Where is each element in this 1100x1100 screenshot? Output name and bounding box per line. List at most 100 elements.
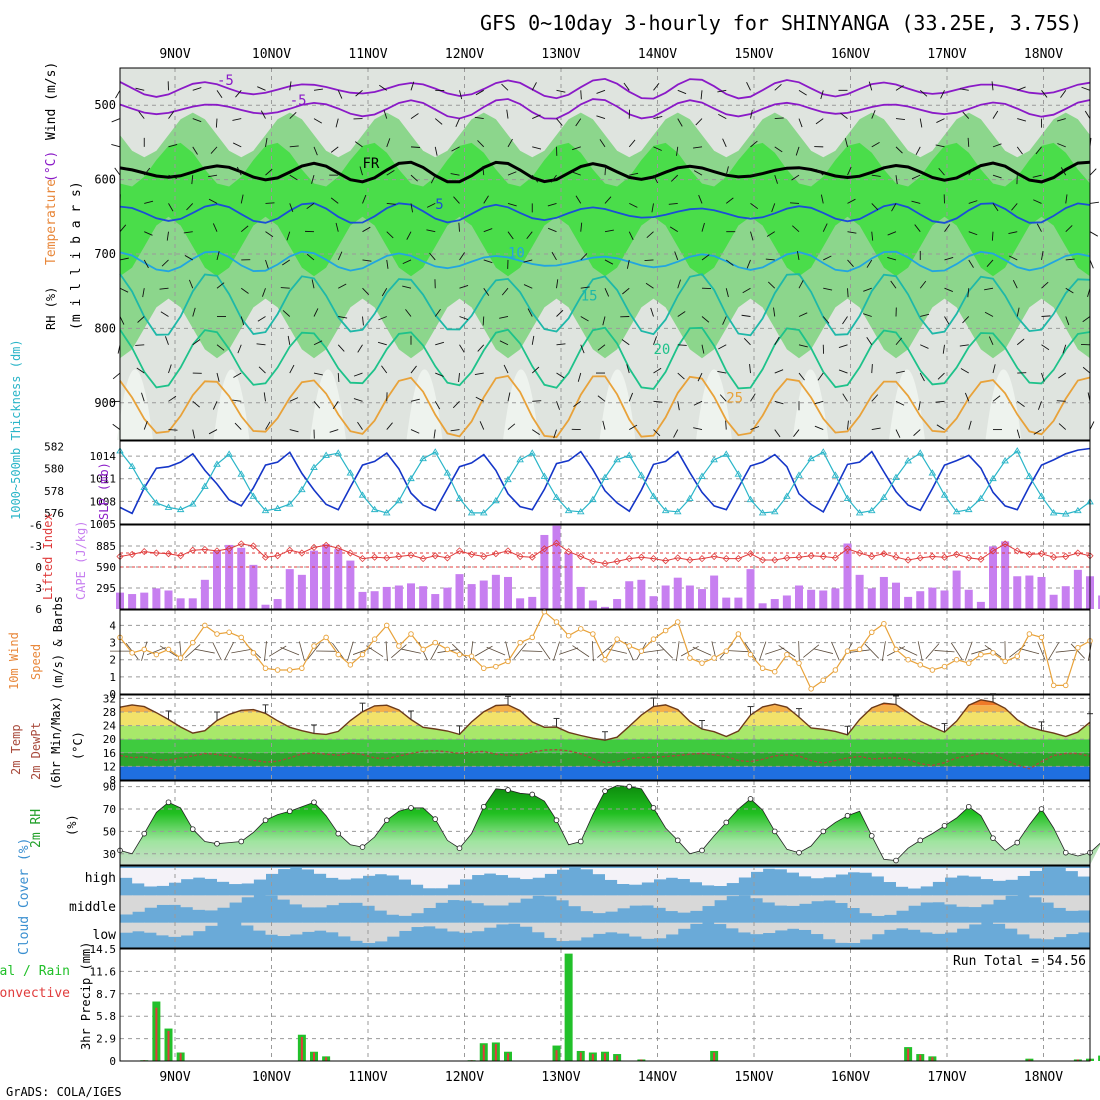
li-point bbox=[819, 552, 827, 561]
wind-barb bbox=[653, 82, 660, 91]
wind-barb bbox=[650, 307, 654, 317]
cape-bar bbox=[1098, 595, 1100, 609]
wind-barb bbox=[313, 146, 318, 156]
cloud-gap-cell bbox=[932, 868, 945, 882]
wind-barb bbox=[556, 401, 561, 410]
rh-tick: 90 bbox=[103, 781, 116, 794]
wind-barb bbox=[458, 372, 460, 383]
wind-barb bbox=[261, 288, 266, 297]
cloud-gap-cell bbox=[580, 922, 594, 938]
wind-speed-point bbox=[505, 658, 511, 665]
wind-barb bbox=[1012, 279, 1018, 289]
wind-barb bbox=[701, 316, 710, 323]
rh-point bbox=[165, 799, 172, 806]
temp-axis-label: 2m Temp bbox=[9, 724, 23, 775]
wind-barb bbox=[362, 316, 364, 326]
cloud-gap-cell bbox=[714, 868, 727, 886]
wind-barb bbox=[1065, 194, 1068, 204]
wind-speed-point bbox=[517, 639, 523, 646]
surface-wind-barb bbox=[352, 647, 373, 655]
cloud-gap-cell bbox=[738, 922, 751, 933]
thickness-point bbox=[637, 471, 646, 478]
cloud-gap-cell bbox=[847, 922, 861, 943]
rh-point bbox=[577, 838, 584, 845]
thickness-point bbox=[977, 494, 985, 501]
wind-barb bbox=[1089, 421, 1095, 430]
wind-barb bbox=[311, 279, 315, 289]
li-point bbox=[722, 555, 730, 563]
cloud-gap-cell bbox=[799, 895, 812, 904]
wind-barb bbox=[960, 368, 969, 374]
wind-axis-label: 10m Wind bbox=[7, 632, 21, 690]
cloud-gap-cell bbox=[641, 868, 654, 883]
li-point bbox=[771, 556, 779, 564]
wind-barb bbox=[143, 259, 149, 269]
wind-barb bbox=[596, 89, 606, 94]
rh-point bbox=[723, 819, 730, 826]
wind-barb bbox=[1065, 225, 1073, 233]
wind-barb bbox=[547, 227, 557, 233]
li-point bbox=[371, 553, 379, 561]
rh-point bbox=[189, 826, 196, 832]
wind-barb bbox=[168, 395, 177, 402]
wind-barb bbox=[459, 252, 465, 261]
thickness-point bbox=[613, 455, 621, 463]
wind-barb bbox=[501, 83, 509, 91]
wind-barb bbox=[450, 429, 460, 432]
li-point bbox=[686, 556, 694, 564]
thickness-point bbox=[952, 507, 961, 515]
wind-barb bbox=[357, 421, 363, 430]
wind-speed-point bbox=[468, 653, 475, 660]
rh-point bbox=[868, 833, 875, 839]
cloud-gap-cell bbox=[944, 868, 958, 878]
wind-speed-point bbox=[347, 662, 354, 668]
surface-wind-barb bbox=[1070, 643, 1085, 659]
wind-barb bbox=[507, 392, 511, 402]
li-point bbox=[1074, 549, 1082, 557]
cloud-gap-cell bbox=[1041, 922, 1055, 940]
li-point bbox=[589, 557, 597, 565]
wind-barb bbox=[677, 401, 680, 411]
wind-barb bbox=[386, 202, 396, 205]
wind-barb bbox=[572, 146, 581, 151]
precip-panel: 0 2.9 5.8 8.7 11.6 14.5 Run Total = 54.56 Total… bbox=[0, 942, 1100, 1068]
cape-bar bbox=[1037, 576, 1046, 609]
wind-barb bbox=[1041, 251, 1044, 261]
wind-barb bbox=[256, 343, 266, 346]
wind-barb bbox=[719, 394, 727, 402]
cloud-gap-cell bbox=[435, 868, 448, 889]
wind-barb bbox=[842, 393, 848, 402]
cloud-gap-cell bbox=[483, 895, 497, 906]
wind-barb bbox=[240, 287, 249, 294]
cape-bar bbox=[710, 575, 719, 609]
wind-barb bbox=[717, 371, 727, 374]
li-point bbox=[746, 550, 755, 558]
cloud-gap-cell bbox=[1065, 895, 1079, 911]
wind-barb bbox=[208, 198, 218, 204]
wind-barb bbox=[410, 146, 421, 148]
wind-barb bbox=[527, 308, 533, 317]
wind-barb bbox=[750, 231, 754, 241]
dry-layer bbox=[985, 369, 1022, 440]
wind-barb bbox=[746, 259, 751, 269]
wind-barb bbox=[750, 203, 759, 210]
cape-bar bbox=[285, 569, 294, 609]
wind-barb bbox=[191, 175, 194, 185]
li-point bbox=[213, 547, 221, 555]
wind-barb bbox=[988, 336, 994, 345]
li-point bbox=[261, 553, 270, 561]
cape-bar bbox=[758, 603, 767, 609]
wind-barb bbox=[216, 282, 225, 289]
thickness-point bbox=[770, 507, 779, 515]
thickness-point bbox=[734, 470, 743, 477]
thickness-tick: 576 bbox=[44, 507, 64, 520]
li-point bbox=[407, 551, 415, 559]
cloud-gap-cell bbox=[932, 922, 945, 934]
wind-barb bbox=[822, 316, 830, 324]
wind-speed-point bbox=[893, 646, 899, 653]
cloud-gap-cell bbox=[786, 868, 800, 873]
cloud-gap-cell bbox=[241, 922, 254, 926]
cloud-gap-cell bbox=[338, 895, 351, 903]
rh-point bbox=[820, 828, 827, 835]
rh-point bbox=[1038, 806, 1045, 812]
